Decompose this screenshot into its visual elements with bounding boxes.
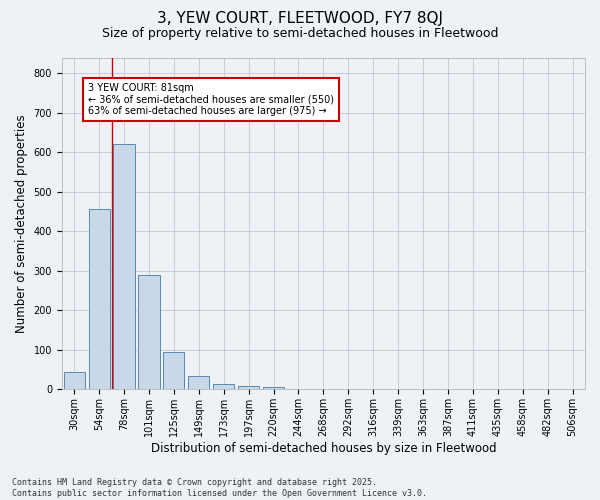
- Bar: [163, 352, 184, 390]
- Bar: [213, 384, 235, 390]
- Text: 3 YEW COURT: 81sqm
← 36% of semi-detached houses are smaller (550)
63% of semi-d: 3 YEW COURT: 81sqm ← 36% of semi-detache…: [88, 83, 334, 116]
- Y-axis label: Number of semi-detached properties: Number of semi-detached properties: [15, 114, 28, 333]
- Text: Contains HM Land Registry data © Crown copyright and database right 2025.
Contai: Contains HM Land Registry data © Crown c…: [12, 478, 427, 498]
- Text: Size of property relative to semi-detached houses in Fleetwood: Size of property relative to semi-detach…: [102, 28, 498, 40]
- Bar: [139, 275, 160, 390]
- Bar: [238, 386, 259, 390]
- Bar: [89, 209, 110, 390]
- Text: 3, YEW COURT, FLEETWOOD, FY7 8QJ: 3, YEW COURT, FLEETWOOD, FY7 8QJ: [157, 11, 443, 26]
- Bar: [64, 372, 85, 390]
- X-axis label: Distribution of semi-detached houses by size in Fleetwood: Distribution of semi-detached houses by …: [151, 442, 496, 455]
- Bar: [188, 376, 209, 390]
- Bar: [263, 388, 284, 390]
- Bar: [113, 144, 134, 390]
